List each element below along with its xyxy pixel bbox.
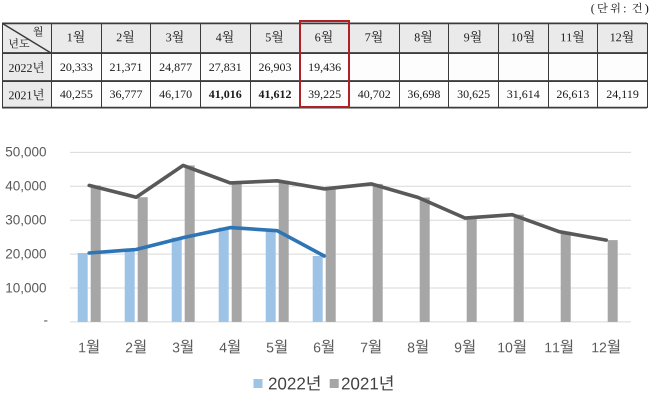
svg-text:50,000: 50,000 [5, 145, 46, 160]
svg-text:40,000: 40,000 [5, 179, 46, 194]
svg-text:-: - [44, 312, 49, 327]
svg-text:20,000: 20,000 [5, 246, 46, 261]
svg-text:30,000: 30,000 [5, 213, 46, 228]
svg-text:10,000: 10,000 [5, 280, 46, 295]
